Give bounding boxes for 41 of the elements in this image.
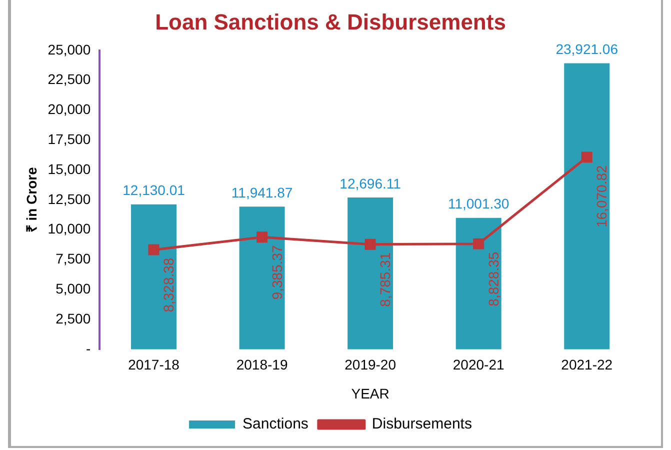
data-label: 8,828.35: [485, 252, 502, 306]
bar: [131, 204, 176, 350]
y-tick-label: 5,000: [56, 280, 91, 296]
data-label: 8,785.31: [377, 252, 394, 307]
y-tick-label: 12,500: [48, 190, 91, 207]
bar: [348, 198, 394, 350]
x-tick-label: 2019-20: [344, 356, 396, 373]
chart-title: Loan Sanctions & Disbursements: [155, 9, 506, 34]
point: [148, 244, 160, 256]
data-label: 8,328.38: [160, 258, 177, 312]
point: [473, 238, 484, 250]
data-label: 9,385.37: [268, 244, 285, 300]
x-tick-label: 2018-19: [236, 356, 288, 373]
y-tick-label: 7,500: [56, 250, 91, 267]
point: [364, 238, 376, 250]
x-tick-label: 2020-21: [452, 356, 504, 373]
data-label: 11,941.87: [231, 184, 293, 200]
bar: [564, 63, 610, 350]
point: [581, 152, 592, 163]
data-label: 23,921.06: [556, 41, 618, 58]
legend-label: Disbursements: [372, 416, 472, 433]
bar: [239, 206, 285, 350]
x-axis-title: YEAR: [351, 385, 390, 402]
y-tick-label: 10,000: [48, 220, 91, 237]
y-tick-label: 20,000: [48, 101, 91, 118]
bar: [456, 218, 502, 350]
y-tick-label: 17,500: [48, 130, 91, 147]
x-tick-label: 2021-22: [561, 356, 613, 373]
y-tick-label: 15,000: [48, 160, 91, 177]
data-label: 12,696.11: [340, 175, 402, 192]
y-tick-label: 25,000: [48, 41, 91, 58]
data-label: 16,070.82: [594, 164, 610, 228]
data-label: 12,130.01: [122, 182, 186, 198]
point: [256, 232, 268, 243]
data-label: 11,001.30: [448, 196, 510, 212]
x-tick-label: 2017-18: [128, 356, 180, 373]
y-axis-title: ₹ in Crore: [23, 166, 40, 233]
legend-label: Sanctions: [242, 416, 308, 433]
y-tick-label: 2,500: [56, 310, 91, 326]
y-tick-label: -: [86, 340, 91, 356]
y-tick-label: 22,500: [48, 71, 91, 88]
